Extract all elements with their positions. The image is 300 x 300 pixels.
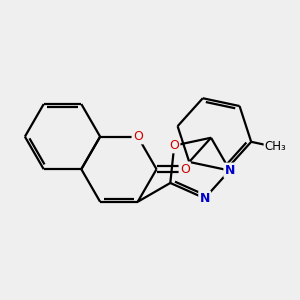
- Text: O: O: [133, 130, 143, 143]
- Text: CH₃: CH₃: [264, 140, 286, 153]
- Text: O: O: [169, 139, 179, 152]
- Text: N: N: [200, 192, 210, 205]
- Text: O: O: [180, 163, 190, 176]
- Text: N: N: [225, 164, 235, 177]
